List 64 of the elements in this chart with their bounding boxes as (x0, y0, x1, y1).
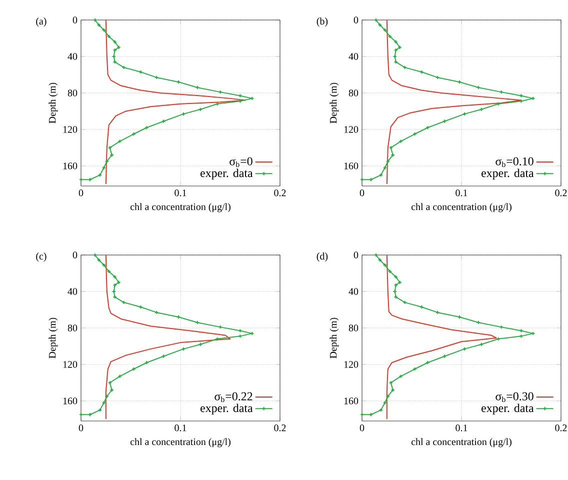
x-axis-title: chl a concentration (μg/l) (411, 203, 512, 212)
x-tick-label: 0.2 (274, 190, 286, 196)
chart-title: (d) (316, 252, 328, 262)
y-tick-label: 0 (72, 252, 78, 258)
chart-title: (b) (316, 18, 328, 27)
x-tick-label: 0 (78, 424, 84, 432)
y-tick-label: 40 (348, 288, 358, 295)
y-tick-label: 120 (344, 126, 358, 133)
legend-label: exper. data (482, 168, 534, 180)
point (118, 139, 122, 144)
y-tick-label: 80 (348, 324, 358, 332)
y-axis-title: Depth (m) (48, 318, 58, 358)
legend-label: exper. data (200, 404, 253, 415)
x-axis-title: chl a concentration (μg/l) (411, 438, 512, 448)
x-axis-title: chl a concentration (μg/l) (130, 438, 230, 448)
x-tick-label: 0.1 (456, 424, 468, 432)
x-tick-label: 0.2 (555, 424, 567, 432)
legend-label: exper. data (200, 168, 253, 180)
x-tick-label: 0 (360, 190, 364, 196)
y-tick-label: 120 (344, 361, 358, 368)
y-tick-label: 40 (348, 53, 358, 60)
y-axis-title: Depth (m) (48, 82, 58, 124)
y-tick-label: 80 (68, 324, 78, 332)
point (519, 99, 524, 104)
point (238, 334, 242, 338)
chart-title: (c) (36, 252, 46, 262)
x-tick-label: 0.2 (274, 424, 286, 432)
chart-title: (a) (36, 18, 46, 27)
point (238, 328, 242, 333)
y-tick-label: 40 (68, 288, 78, 295)
y-tick-label: 120 (63, 361, 78, 368)
legend-label: σ$_{b}$=0.22 (214, 392, 252, 402)
y-tick-label: 120 (63, 126, 78, 133)
legend-label: σ$_{b}$=0 (230, 157, 252, 168)
y-tick-label: 80 (68, 90, 78, 96)
x-axis-title: chl a concentration (μg/l) (130, 203, 230, 212)
x-tick-label: 0 (78, 190, 84, 196)
point (519, 334, 524, 338)
point (398, 139, 403, 144)
y-tick-label: 40 (68, 53, 78, 60)
y-tick-label: 160 (63, 162, 78, 170)
point (118, 374, 122, 378)
legend-label: σ$_{b}$=0.10 (496, 157, 534, 168)
point (398, 374, 403, 378)
y-tick-label: 80 (348, 90, 358, 96)
point (238, 99, 242, 104)
y-tick-label: 0 (354, 252, 358, 258)
y-tick-label: 160 (344, 162, 358, 170)
legend-label: exper. data (482, 404, 534, 415)
y-axis-title: Depth (m) (330, 82, 339, 124)
y-tick-label: 0 (354, 16, 358, 24)
y-tick-label: 0 (72, 16, 78, 24)
point (519, 94, 524, 98)
y-axis-title: Depth (m) (330, 318, 339, 358)
legend-label: σ$_{b}$=0.30 (496, 392, 534, 402)
point (238, 94, 242, 98)
x-tick-label: 0 (360, 424, 364, 432)
x-tick-label: 0.1 (456, 190, 468, 196)
x-tick-label: 0.1 (174, 190, 186, 196)
x-tick-label: 0.1 (174, 424, 186, 432)
point (519, 328, 524, 333)
y-tick-label: 160 (63, 398, 78, 404)
y-tick-label: 160 (344, 398, 358, 404)
x-tick-label: 0.2 (555, 190, 567, 196)
